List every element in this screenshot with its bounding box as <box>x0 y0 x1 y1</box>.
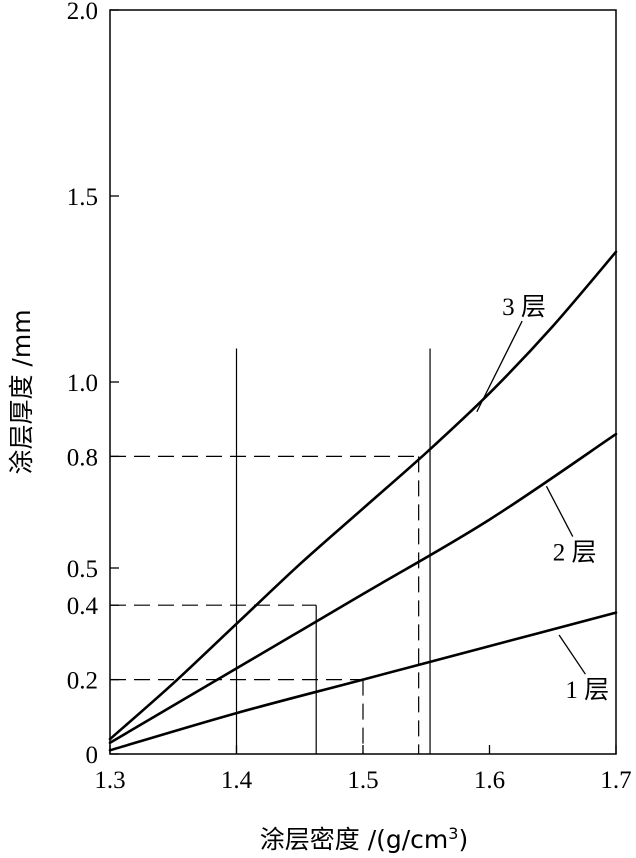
y-axis-title: 涂层厚度 /mm <box>7 309 36 474</box>
y-tick-label-4: 0.8 <box>67 444 98 471</box>
x-tick-label-0: 1.3 <box>94 767 125 794</box>
x-axis-title-close: ) <box>458 825 468 854</box>
x-tick-label-1: 1.4 <box>221 767 253 794</box>
series-line-0 <box>108 611 618 752</box>
series-label-2: 3 层 <box>502 294 546 321</box>
series-label-0: 1 层 <box>565 677 609 704</box>
x-axis-title-main: 涂层密度 /(g/cm <box>260 825 449 854</box>
x-axis-title: 涂层密度 /(g/cm3) <box>260 824 468 854</box>
series-line-2 <box>108 250 618 741</box>
x-tick-label-4: 1.7 <box>600 767 631 794</box>
y-tick-label-0: 0 <box>86 742 99 769</box>
series-label-leader-1 <box>545 485 574 537</box>
x-tick-label-3: 1.6 <box>474 767 505 794</box>
y-tick-label-2: 0.4 <box>67 593 99 620</box>
series-label-leader-0 <box>558 634 586 675</box>
y-tick-label-3: 0.5 <box>67 556 98 583</box>
plot-frame <box>109 9 617 755</box>
x-axis-title-superscript: 3 <box>448 824 458 843</box>
y-tick-label-5: 1.0 <box>67 370 98 397</box>
y-tick-label-7: 2.0 <box>67 0 98 25</box>
series-line-1 <box>108 432 618 745</box>
y-tick-label-1: 0.2 <box>67 668 98 695</box>
series-label-1: 2 层 <box>553 540 597 567</box>
series-label-leader-2 <box>476 320 523 413</box>
y-tick-label-6: 1.5 <box>67 184 98 211</box>
x-tick-label-2: 1.5 <box>347 767 378 794</box>
